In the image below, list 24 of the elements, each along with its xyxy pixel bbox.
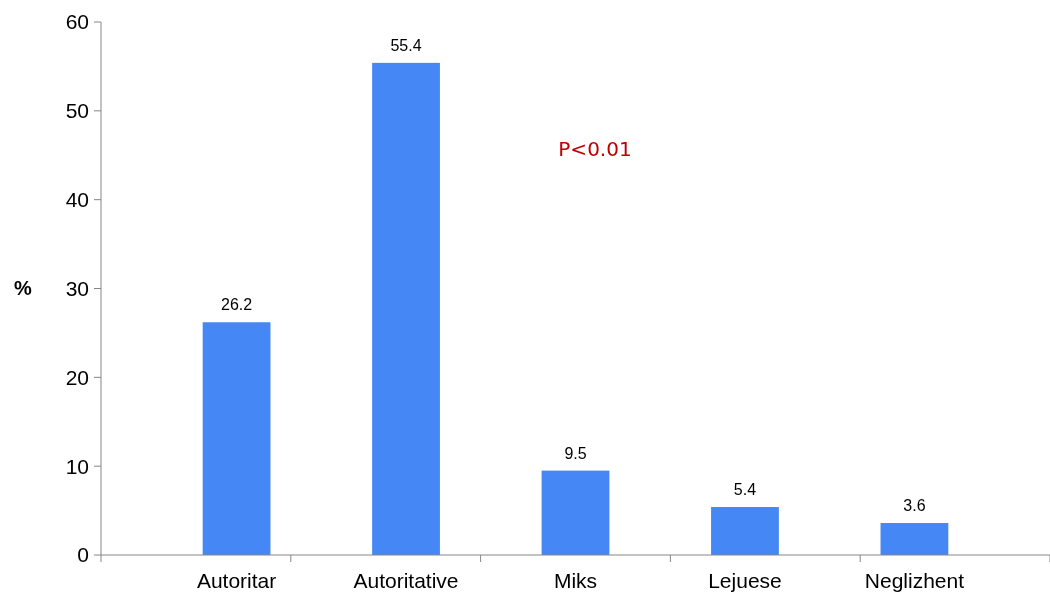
x-tick-label: Neglizhent [864, 569, 965, 592]
x-tick-label: Lejuese [708, 569, 782, 592]
x-tick-label: Autoritative [353, 569, 459, 592]
y-tick-label: 20 [65, 365, 89, 389]
data-label: 26.2 [221, 296, 253, 314]
data-label: 3.6 [903, 497, 926, 515]
data-label: 55.4 [390, 36, 422, 54]
bar [202, 322, 271, 555]
y-tick-label: 40 [65, 188, 89, 212]
bar [880, 523, 949, 555]
x-tick-label: Autoritar [196, 569, 277, 592]
bar [372, 62, 440, 555]
bar [711, 507, 779, 555]
annotation: P<0.01 [558, 137, 632, 161]
data-label: 5.4 [733, 481, 757, 499]
data-label: 9.5 [564, 444, 587, 462]
bar [541, 470, 610, 555]
y-axis-title: % [14, 276, 33, 299]
x-tick-label: Miks [553, 569, 598, 592]
y-tick-label: 0 [77, 543, 89, 567]
y-tick-label: 60 [65, 10, 89, 34]
y-tick-label: 10 [65, 454, 89, 478]
y-tick-label: 30 [65, 276, 89, 300]
y-tick-label: 50 [65, 99, 89, 123]
